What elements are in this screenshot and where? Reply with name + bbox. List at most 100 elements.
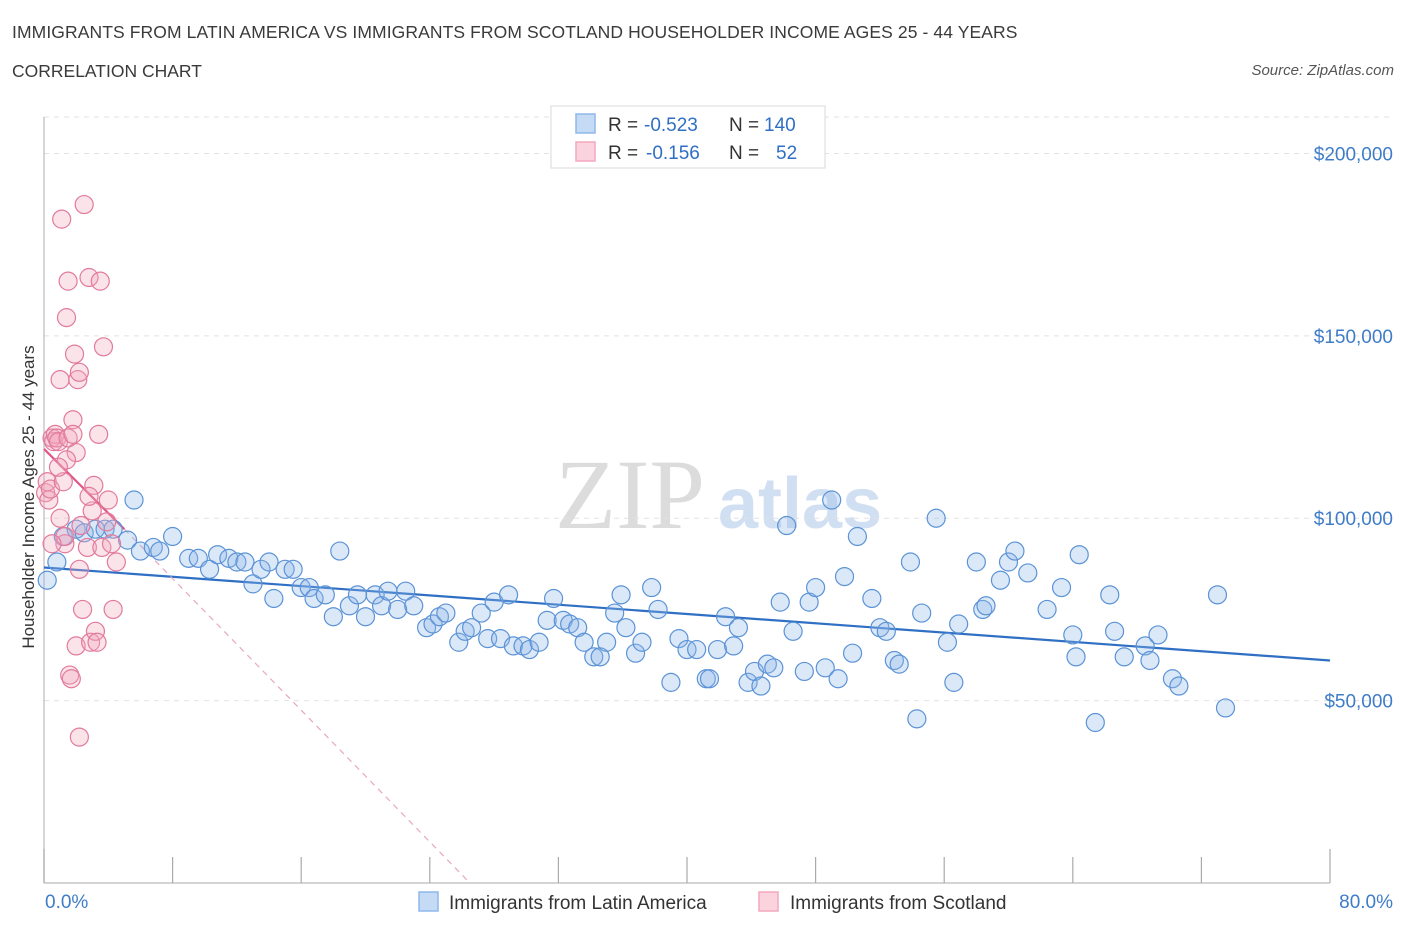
point-latin-america-82	[724, 636, 744, 656]
point-latin-america-29	[304, 588, 324, 609]
point-latin-america-100	[847, 526, 867, 547]
chart-subtitle: CORRELATION CHART	[12, 61, 202, 81]
trend-line-scotland-extension	[123, 528, 471, 884]
point-scotland-25	[69, 362, 89, 382]
point-scotland-15	[56, 308, 77, 328]
point-latin-america-129	[1140, 650, 1160, 671]
point-latin-america-19	[227, 552, 247, 572]
point-latin-america-23	[259, 552, 279, 572]
point-latin-america-68	[611, 585, 631, 605]
point-latin-america-25	[275, 559, 295, 579]
point-latin-america-105	[889, 654, 909, 674]
point-latin-america-43	[423, 614, 443, 634]
series-latin-america	[37, 490, 1236, 733]
point-latin-america-53	[498, 585, 519, 605]
point-latin-america-38	[378, 581, 398, 601]
point-scotland-23	[66, 636, 86, 656]
stats-legend: R = -0.523 N = 140 R = -0.156 N = 52	[550, 105, 826, 169]
point-latin-america-77	[687, 639, 707, 660]
series-legend-label-latin-america: Immigrants from Latin America	[449, 893, 707, 914]
point-latin-america-97	[828, 669, 848, 689]
point-latin-america-123	[1066, 647, 1086, 667]
point-latin-america-110	[937, 632, 958, 652]
point-latin-america-103	[876, 621, 896, 641]
legend-swatch-latin-america	[575, 113, 596, 134]
point-latin-america-135	[1085, 712, 1105, 733]
point-latin-america-94	[805, 577, 826, 598]
data-points	[36, 194, 1236, 747]
point-latin-america-30	[315, 585, 335, 605]
point-latin-america-48	[461, 618, 482, 638]
point-latin-america-22	[251, 559, 271, 579]
point-latin-america-95	[815, 658, 835, 678]
point-latin-america-91	[783, 621, 803, 641]
legend-n-label-1: N =	[729, 115, 759, 136]
point-latin-america-89	[770, 592, 790, 612]
point-latin-america-134	[1215, 698, 1236, 718]
point-scotland-50	[56, 450, 77, 470]
series-legend: Immigrants from Latin America Immigrants…	[418, 891, 1006, 914]
point-scotland-28	[72, 599, 93, 620]
point-latin-america-111	[944, 672, 964, 692]
watermark-atlas: atlas	[718, 464, 882, 544]
point-latin-america-57	[529, 632, 549, 652]
series-scotland	[36, 194, 126, 747]
point-scotland-40	[93, 337, 114, 357]
point-latin-america-122	[1063, 625, 1083, 645]
point-scotland-22	[66, 442, 86, 463]
point-latin-america-117	[998, 552, 1019, 572]
point-scotland-24	[68, 370, 88, 390]
point-latin-america-84	[738, 672, 758, 692]
point-scotland-10	[50, 370, 70, 390]
point-scotland-48	[69, 727, 89, 747]
point-latin-america-7	[103, 519, 123, 539]
legend-r-value-2: -0.156	[646, 143, 700, 164]
point-scotland-9	[50, 508, 70, 528]
legend-n-label-2: N =	[729, 143, 759, 164]
legend-n-value-2: 52	[776, 143, 797, 164]
point-latin-america-11	[143, 537, 163, 558]
point-latin-america-40	[396, 581, 416, 601]
point-latin-america-63	[574, 632, 594, 652]
point-latin-america-83	[728, 618, 749, 638]
point-latin-america-56	[519, 639, 540, 660]
point-latin-america-126	[1104, 621, 1125, 641]
point-latin-america-8	[117, 530, 138, 550]
point-latin-america-9	[124, 490, 144, 510]
point-latin-america-31	[323, 607, 343, 627]
point-scotland-33	[82, 501, 102, 521]
point-latin-america-87	[757, 654, 777, 674]
point-scotland-30	[77, 537, 98, 558]
point-latin-america-128	[1135, 636, 1155, 656]
point-scotland-44	[103, 599, 123, 620]
point-latin-america-32	[330, 541, 350, 561]
point-scotland-27	[71, 515, 91, 536]
x-tick-label-end: 80.0%	[1339, 892, 1393, 913]
legend-swatch-scotland	[575, 141, 596, 162]
point-latin-america-54	[503, 636, 523, 656]
watermark-zip: ZIP	[555, 439, 705, 550]
point-scotland-49	[42, 534, 62, 554]
y-axis-title: Householder Income Ages 25 - 44 years	[19, 345, 38, 648]
point-latin-america-24	[264, 588, 284, 609]
source-label: Source: ZipAtlas.com	[1251, 62, 1394, 79]
watermark: ZIP atlas	[555, 439, 882, 550]
point-latin-america-131	[1162, 669, 1183, 689]
y-tick-label-1: $100,000	[1314, 509, 1393, 530]
y-axis-label: Householder Income Ages 25 - 44 years	[19, 345, 38, 648]
point-latin-america-21	[243, 574, 263, 594]
point-latin-america-124	[1069, 545, 1089, 565]
point-latin-america-13	[163, 526, 183, 547]
point-scotland-11	[52, 209, 72, 229]
point-latin-america-112	[949, 614, 969, 634]
point-latin-america-70	[625, 643, 646, 663]
point-scotland-12	[53, 472, 73, 492]
point-scotland-51	[48, 457, 69, 477]
point-latin-america-101	[862, 588, 882, 609]
point-latin-america-106	[900, 552, 921, 572]
point-latin-america-118	[1005, 541, 1025, 561]
point-latin-america-45	[436, 603, 456, 623]
point-latin-america-114	[973, 599, 993, 620]
point-scotland-42	[98, 490, 118, 510]
